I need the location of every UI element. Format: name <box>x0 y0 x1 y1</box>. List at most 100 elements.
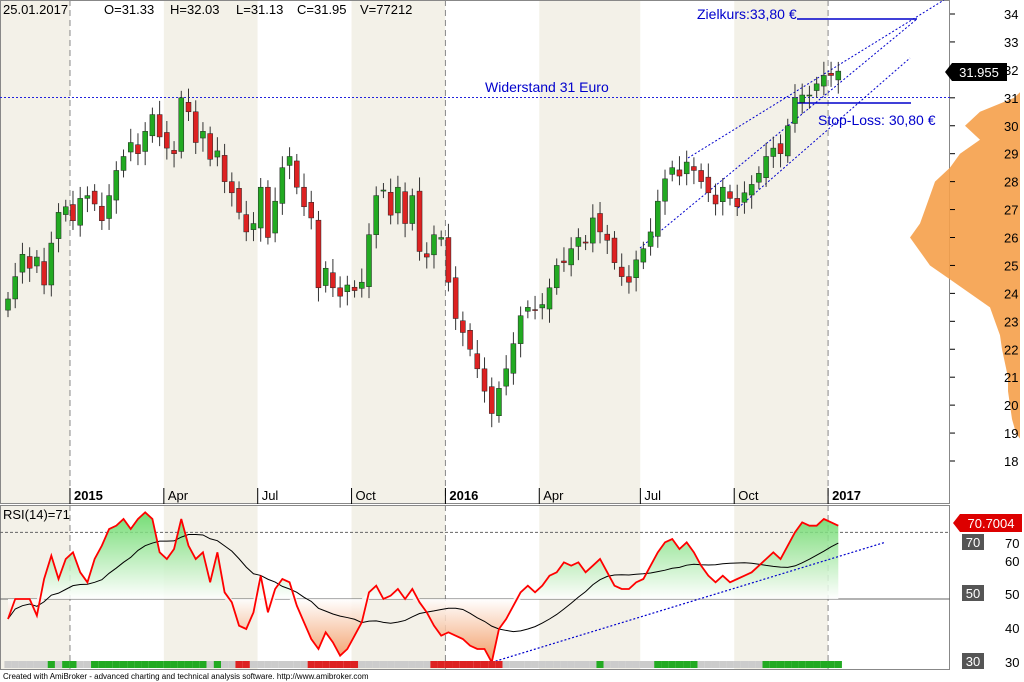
strip-cell-110 <box>798 661 806 668</box>
strip-cell-25 <box>184 661 193 668</box>
x-label-0: 2015 <box>74 488 103 503</box>
strip-cell-48 <box>350 661 359 668</box>
rsi-level-70: 70 <box>966 535 980 550</box>
strip-cell-113 <box>820 661 828 668</box>
strip-cell-105 <box>762 661 770 668</box>
rsi-label: RSI(14)=71 <box>3 507 70 522</box>
strip-cell-8 <box>62 661 70 668</box>
candle-10 <box>77 186 83 237</box>
strip-cell-6 <box>47 661 55 668</box>
candle-76 <box>553 258 560 295</box>
candle-14 <box>106 184 112 230</box>
y-tick-27: 27 <box>1004 203 1018 218</box>
strip-cell-59 <box>430 661 438 668</box>
candle-100 <box>727 184 733 206</box>
strip-cell-65 <box>473 661 481 668</box>
y-tick-21: 21 <box>1004 370 1018 385</box>
strip-cell-77 <box>560 661 568 668</box>
y-tick-30: 30 <box>1004 119 1018 134</box>
candle-61 <box>445 223 452 292</box>
strip-cell-111 <box>805 661 814 668</box>
rsi-tick-70: 70 <box>1005 536 1019 551</box>
candle-18 <box>135 133 141 166</box>
candle-30 <box>221 143 228 194</box>
candle-75 <box>546 278 553 323</box>
strip-cell-56 <box>408 661 416 668</box>
candle-83 <box>604 224 611 254</box>
band-3 <box>257 0 352 504</box>
header-volume: V=77212 <box>360 2 412 17</box>
y-tick-28: 28 <box>1004 175 1018 190</box>
x-label-4: 2016 <box>449 488 478 503</box>
candle-81 <box>590 204 596 253</box>
candle-88 <box>640 241 647 270</box>
strip-cell-15 <box>112 661 120 668</box>
y-tick-31: 31 <box>1004 91 1018 106</box>
candle-69 <box>503 355 509 396</box>
candle-48 <box>351 280 358 298</box>
band-5 <box>445 0 540 504</box>
volume-profile-shape <box>910 92 1020 439</box>
candle-97 <box>705 163 712 203</box>
candle-95 <box>691 157 697 185</box>
candle-42 <box>308 190 314 230</box>
rsi-panel-frame <box>0 505 950 670</box>
strip-cell-24 <box>177 661 185 668</box>
rsi-level-badges: 70 50 30 <box>962 534 984 669</box>
rsi-axis: 60 40 70 50 30 <box>1005 536 1019 670</box>
strip-cell-7 <box>54 661 63 668</box>
header-open: O=31.33 <box>104 2 154 17</box>
strip-cell-107 <box>776 661 785 668</box>
strip-cell-99 <box>719 661 727 668</box>
header-low: L=31.13 <box>236 2 283 17</box>
candle-56 <box>409 188 416 231</box>
candle-110 <box>799 83 805 114</box>
strip-cell-1 <box>11 661 19 668</box>
strip-cell-112 <box>813 661 821 668</box>
strip-cell-83 <box>603 661 611 668</box>
candle-44 <box>322 261 329 293</box>
strip-cell-91 <box>661 661 669 668</box>
strip-cell-94 <box>683 661 691 668</box>
strip-cell-61 <box>444 661 453 668</box>
candle-29 <box>214 137 221 167</box>
candle-37 <box>272 187 278 243</box>
strip-cell-14 <box>105 661 113 668</box>
candle-82 <box>597 202 603 244</box>
strip-cell-53 <box>387 661 395 668</box>
strip-cell-106 <box>769 661 777 668</box>
strip-cell-30 <box>221 661 229 668</box>
band-6 <box>539 0 641 504</box>
strip-cell-3 <box>26 661 34 668</box>
candle-21 <box>156 100 163 147</box>
strip-cell-92 <box>668 661 676 668</box>
candlestick-series <box>5 61 842 428</box>
candle-36 <box>265 180 271 245</box>
candle-79 <box>575 228 582 261</box>
strip-cell-74 <box>538 661 546 668</box>
strip-cell-41 <box>300 661 308 668</box>
strip-cell-52 <box>379 661 388 668</box>
candle-111 <box>806 85 813 109</box>
strip-cell-71 <box>517 661 525 668</box>
candle-50 <box>366 223 372 299</box>
candle-86 <box>626 265 632 294</box>
strip-cell-75 <box>545 661 554 668</box>
strip-cell-114 <box>827 661 835 668</box>
band-8 <box>734 0 829 504</box>
candle-39 <box>286 147 293 180</box>
x-label-5: Apr <box>543 488 564 503</box>
header-high: H=32.03 <box>170 2 220 17</box>
candle-26 <box>192 100 199 154</box>
candle-51 <box>373 186 379 249</box>
strip-cell-35 <box>257 661 265 668</box>
candle-73 <box>532 295 538 320</box>
strip-cell-84 <box>610 661 619 668</box>
strip-cell-13 <box>98 661 106 668</box>
y-tick-22: 22 <box>1004 342 1018 357</box>
stoploss-label: Stop-Loss: 30,80 € <box>818 112 936 128</box>
strip-cell-76 <box>553 661 561 668</box>
candle-49 <box>359 268 365 298</box>
candle-27 <box>200 122 206 152</box>
candle-1 <box>12 262 18 309</box>
